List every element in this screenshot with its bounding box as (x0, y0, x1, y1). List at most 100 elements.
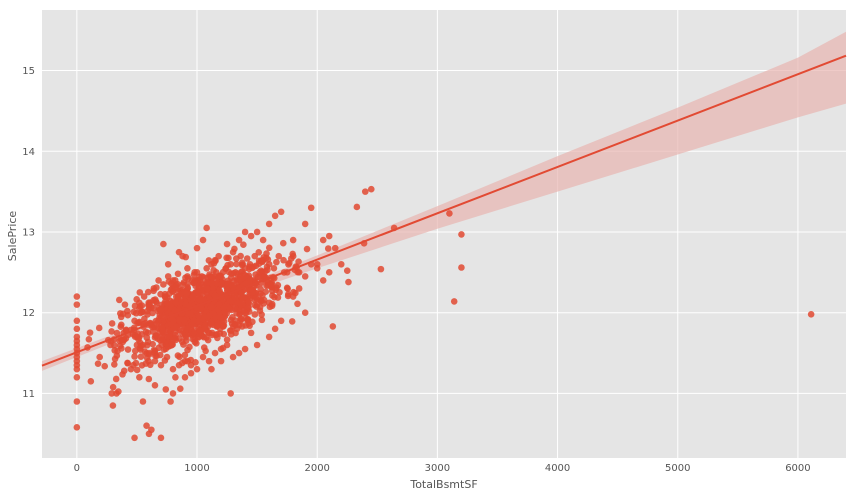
data-point (136, 289, 144, 296)
data-point (151, 357, 159, 365)
data-point (172, 323, 180, 331)
data-point (143, 307, 151, 315)
data-point (141, 315, 148, 323)
data-point (133, 333, 141, 341)
data-point (73, 373, 81, 381)
data-point (124, 359, 131, 367)
data-point (160, 281, 167, 288)
data-point (133, 341, 141, 349)
data-point (271, 325, 279, 333)
data-point (225, 254, 232, 262)
data-point (169, 288, 177, 296)
data-point (130, 361, 137, 369)
data-point (150, 304, 157, 312)
data-point (162, 386, 170, 393)
data-point (251, 252, 259, 260)
x-tick-labels: 0 1000 2000 3000 4000 5000 6000 (74, 463, 811, 474)
data-point (73, 301, 81, 308)
data-point (158, 301, 166, 309)
data-point (133, 366, 141, 374)
data-point (136, 318, 143, 326)
data-point (238, 315, 245, 323)
data-point (136, 373, 143, 381)
data-point (187, 361, 195, 369)
data-point (294, 300, 301, 308)
data-point (175, 361, 183, 369)
data-point (450, 298, 458, 305)
data-point (149, 309, 156, 317)
data-point (158, 336, 166, 344)
data-point (253, 301, 261, 309)
data-point (95, 324, 103, 332)
data-point (198, 273, 206, 280)
data-point (111, 347, 118, 354)
data-point (295, 258, 302, 265)
data-point (139, 341, 147, 349)
data-point (131, 353, 138, 360)
regression-line-layer (41, 54, 847, 367)
data-point (119, 338, 126, 346)
data-point (239, 294, 246, 302)
data-point (152, 332, 160, 339)
data-point (179, 281, 186, 288)
data-point (243, 255, 251, 262)
data-point (193, 365, 201, 373)
data-point (184, 346, 191, 354)
data-point (169, 365, 177, 373)
data-point (112, 375, 120, 383)
data-point (174, 270, 182, 278)
data-point (143, 422, 150, 430)
data-point (187, 369, 195, 377)
data-point (195, 289, 202, 297)
data-point (208, 365, 215, 373)
data-point (182, 301, 189, 308)
data-point (111, 361, 118, 368)
y-tick-labels: 11 12 13 14 15 (22, 66, 35, 400)
data-point (241, 265, 249, 272)
data-point (121, 301, 129, 308)
data-point (284, 285, 291, 292)
data-point (253, 341, 261, 349)
data-point (193, 244, 201, 252)
data-point (73, 317, 81, 325)
data-point (251, 311, 259, 318)
data-point (213, 331, 221, 338)
data-point (164, 260, 172, 268)
data-point (206, 312, 213, 319)
data-point (181, 351, 189, 359)
data-point (265, 333, 273, 341)
data-point (458, 264, 465, 271)
data-point (807, 311, 815, 318)
data-point (224, 280, 232, 287)
data-point (172, 299, 179, 306)
data-point (207, 320, 215, 328)
data-point (227, 390, 234, 397)
data-point (324, 245, 332, 252)
data-point (201, 323, 209, 331)
data-point (259, 292, 266, 299)
data-point (235, 349, 243, 357)
data-point (208, 260, 215, 268)
data-point (145, 301, 153, 308)
x-tick-label: 2000 (304, 463, 329, 474)
data-point (230, 322, 237, 330)
data-point (157, 361, 165, 369)
data-point (217, 273, 225, 280)
data-point (118, 321, 125, 329)
data-point (255, 260, 263, 267)
data-point (265, 260, 273, 268)
data-point (241, 309, 249, 317)
data-point (113, 390, 120, 397)
data-points (73, 185, 815, 442)
data-point (211, 349, 219, 357)
data-point (265, 220, 273, 228)
data-point (247, 329, 255, 337)
data-point (150, 285, 158, 292)
data-point (73, 424, 81, 431)
data-point (157, 434, 165, 442)
data-point (279, 239, 287, 247)
data-point (202, 347, 209, 355)
data-point (160, 240, 167, 248)
data-point (73, 398, 81, 405)
y-tick-label: 14 (22, 147, 35, 158)
